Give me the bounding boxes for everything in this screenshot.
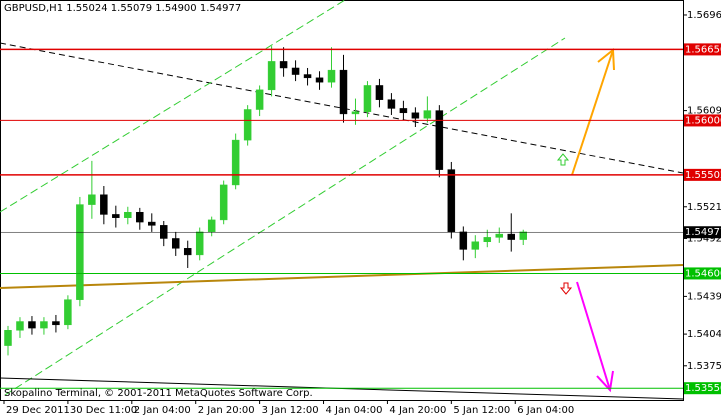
candle-body	[351, 111, 360, 115]
candle-body	[4, 330, 12, 346]
candle-body	[219, 184, 228, 221]
candle-body	[124, 211, 132, 218]
candle-body	[16, 321, 24, 331]
level-label: 1.56000	[685, 115, 721, 126]
level-label: 1.54600	[685, 268, 721, 279]
candle-body	[148, 221, 156, 226]
candle-body	[303, 74, 312, 79]
candle-body	[183, 248, 192, 256]
candle-body	[160, 225, 168, 239]
x-tick-label: 4 Jan 04:00	[326, 405, 383, 416]
candle-body	[231, 139, 240, 186]
candle-body	[112, 214, 120, 218]
copyright: Skopalino Terminal, © 2001-2011 MetaQuot…	[4, 388, 313, 399]
candle-body	[495, 233, 504, 238]
arrowhead	[596, 370, 614, 393]
y-tick-label: 1.56965	[687, 10, 721, 21]
candle-body	[447, 169, 456, 233]
trend-line	[0, 264, 684, 289]
x-tick-label: 5 Jan 12:00	[453, 405, 510, 416]
candle-body	[315, 77, 324, 83]
x-tick-label: 2 Jan 04:00	[134, 405, 191, 416]
candle-body	[243, 109, 252, 141]
level-label: 1.55502	[685, 170, 721, 181]
y-tick-label: 1.54390	[687, 291, 721, 302]
candle-body	[267, 61, 276, 91]
candle-body	[28, 321, 36, 329]
level-label-box	[684, 382, 721, 395]
candle-body	[40, 321, 48, 329]
arrow	[571, 49, 614, 176]
x-tick-label: 29 Dec 2011	[6, 405, 70, 416]
plot-area	[0, 0, 684, 401]
level-label-box	[684, 43, 721, 56]
y-tick-label: 1.54920	[687, 233, 721, 244]
level-label-box	[684, 168, 721, 181]
candle-body	[100, 194, 108, 215]
channel-line	[0, 0, 346, 213]
candle-body	[399, 108, 408, 114]
y-tick-label: 1.56090	[687, 106, 721, 117]
channel-line	[4, 37, 566, 396]
candle-body	[207, 219, 216, 233]
candle-body	[279, 61, 288, 69]
candle-body	[507, 233, 516, 240]
level-label: 1.53550	[685, 383, 721, 394]
candle-body	[339, 69, 348, 115]
candle-body	[471, 241, 480, 250]
candle-body	[64, 299, 72, 326]
drawings	[0, 0, 684, 400]
candle-body	[375, 85, 384, 100]
level-label-box	[684, 114, 721, 127]
up-arrow-icon	[556, 153, 570, 166]
candle-body	[52, 321, 60, 326]
candle-body	[363, 85, 372, 112]
candle-body	[171, 238, 180, 249]
candle-body	[387, 99, 396, 109]
x-tick-label: 6 Jan 04:00	[517, 405, 574, 416]
y-tick-label: 1.54045	[687, 329, 721, 340]
x-tick-label: 30 Dec 11:00	[70, 405, 137, 416]
candle-body	[483, 237, 492, 242]
y-tick-label: 1.55210	[687, 202, 721, 213]
candle-body	[519, 231, 527, 240]
candle-body	[411, 112, 420, 119]
candle-body	[459, 231, 468, 250]
level-label-box	[684, 226, 721, 239]
x-tick-label: 4 Jan 20:00	[389, 405, 446, 416]
arrow	[576, 281, 611, 391]
down-arrow-icon	[559, 282, 573, 295]
levels: 1.56650 1.56000 1.55502 1.54977 1.54600 1.535…	[0, 43, 721, 395]
candle-body	[423, 110, 432, 119]
chart-title: GBPUSD,H1 1.55024 1.55079 1.54900 1.5497…	[4, 3, 241, 14]
candle-body	[136, 211, 144, 223]
x-tick-label: 2 Jan 20:00	[198, 405, 255, 416]
candle-body	[291, 67, 300, 75]
candle-body	[327, 69, 336, 83]
trend-line	[0, 42, 684, 174]
level-label: 1.56650	[685, 44, 721, 55]
candle-body	[76, 204, 84, 300]
level-label: 1.54977	[685, 227, 721, 238]
candle-body	[255, 89, 264, 110]
candle-body	[195, 231, 204, 256]
candles	[4, 46, 527, 356]
x-tick-label: 3 Jan 12:00	[262, 405, 319, 416]
level-label-box	[684, 267, 721, 280]
candle-body	[435, 110, 444, 170]
y-tick-label: 1.53755	[687, 361, 721, 372]
candle-body	[88, 194, 96, 205]
